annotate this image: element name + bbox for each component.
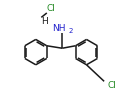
Text: H: H (41, 17, 48, 26)
Text: NH: NH (52, 24, 66, 33)
Text: Cl: Cl (108, 81, 116, 90)
Text: Cl: Cl (47, 4, 56, 13)
Text: 2: 2 (69, 28, 73, 34)
